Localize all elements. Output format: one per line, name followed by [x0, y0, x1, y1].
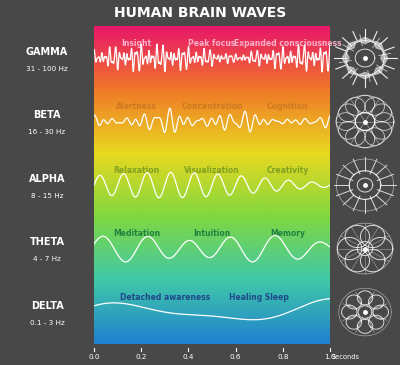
Text: Meditation: Meditation	[113, 230, 160, 238]
Text: Cognition: Cognition	[267, 103, 308, 111]
Polygon shape	[358, 72, 372, 79]
Text: 31 - 100 Hz: 31 - 100 Hz	[26, 66, 68, 72]
Text: Visualization: Visualization	[184, 166, 240, 175]
Text: Seconds: Seconds	[332, 354, 360, 360]
Text: THETA: THETA	[30, 237, 64, 247]
Text: Memory: Memory	[270, 230, 305, 238]
Text: Concentration: Concentration	[181, 103, 243, 111]
Polygon shape	[381, 52, 388, 64]
Polygon shape	[374, 66, 384, 75]
Polygon shape	[346, 41, 356, 50]
Text: HUMAN BRAIN WAVES: HUMAN BRAIN WAVES	[114, 6, 286, 20]
Text: 0.1 - 3 Hz: 0.1 - 3 Hz	[30, 320, 64, 326]
Text: 8 - 15 Hz: 8 - 15 Hz	[31, 193, 63, 199]
Text: Intuition: Intuition	[193, 230, 231, 238]
Text: Peak focus: Peak focus	[188, 39, 236, 48]
Polygon shape	[342, 52, 349, 64]
Text: Healing Sleep: Healing Sleep	[229, 293, 289, 302]
Text: ALPHA: ALPHA	[29, 174, 65, 184]
Text: 0.0: 0.0	[88, 354, 100, 360]
Text: 1.0: 1.0	[324, 354, 336, 360]
Text: GAMMA: GAMMA	[26, 47, 68, 57]
Text: Expanded consciousness: Expanded consciousness	[234, 39, 341, 48]
Text: 0.6: 0.6	[230, 354, 241, 360]
Text: 4 - 7 Hz: 4 - 7 Hz	[33, 256, 61, 262]
Text: DELTA: DELTA	[31, 301, 63, 311]
Text: 16 - 30 Hz: 16 - 30 Hz	[28, 129, 66, 135]
Text: 0.2: 0.2	[136, 354, 147, 360]
Polygon shape	[346, 66, 356, 75]
Text: 0.8: 0.8	[277, 354, 288, 360]
Text: Relaxation: Relaxation	[113, 166, 160, 175]
Text: 0.4: 0.4	[183, 354, 194, 360]
Polygon shape	[358, 37, 372, 44]
Text: BETA: BETA	[33, 110, 61, 120]
Text: Alertness: Alertness	[116, 103, 157, 111]
Text: Detached awareness: Detached awareness	[120, 293, 210, 302]
Polygon shape	[374, 41, 384, 50]
Text: Creativity: Creativity	[266, 166, 309, 175]
Text: Insight: Insight	[122, 39, 152, 48]
